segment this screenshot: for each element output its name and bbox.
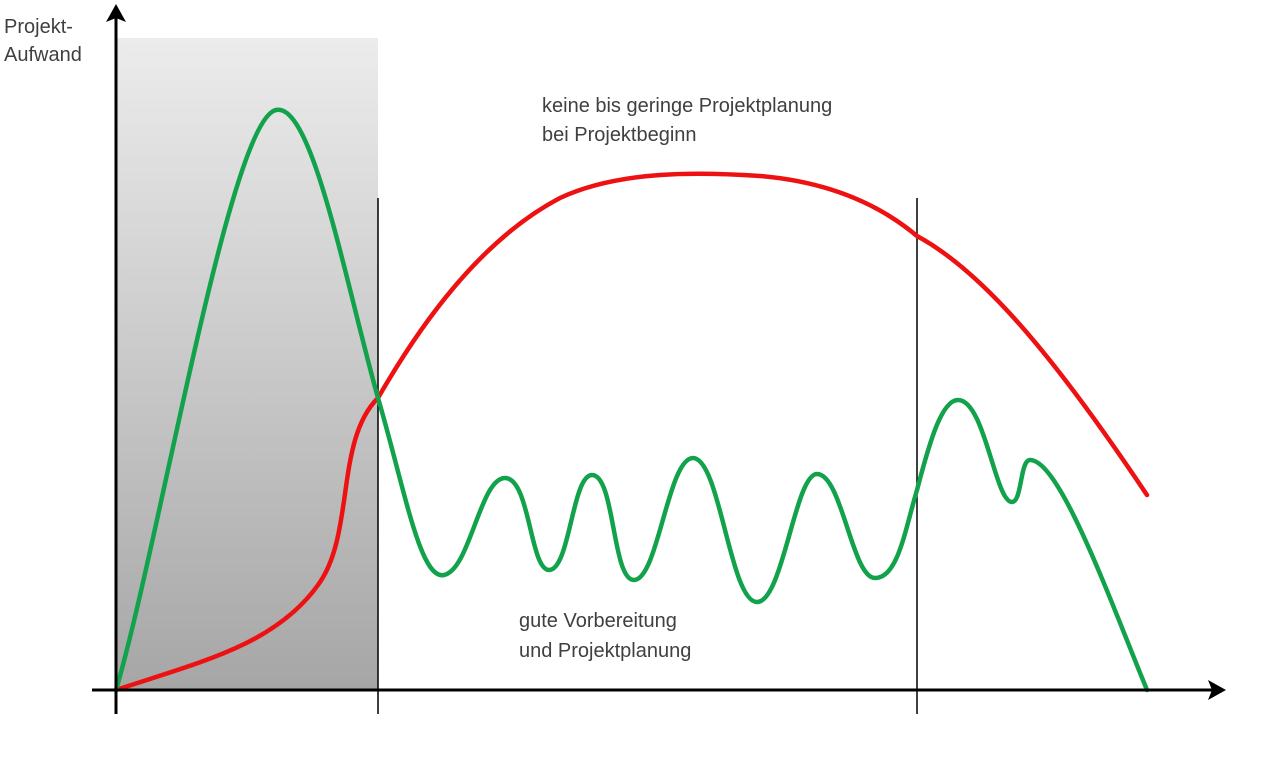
green-curve-good-planning bbox=[113, 107, 1150, 693]
y-axis-label-line1: Projekt- bbox=[4, 16, 73, 38]
green-curve-annotation-line2: und Projektplanung bbox=[519, 640, 691, 662]
x-axis-arrowhead bbox=[1208, 680, 1226, 700]
red-curve-annotation-line2: bei Projektbeginn bbox=[542, 124, 697, 146]
red-curve-low-planning bbox=[113, 171, 1150, 693]
y-axis-arrowhead bbox=[106, 4, 126, 22]
y-axis-label-line2: Aufwand bbox=[4, 44, 82, 66]
red-curve-annotation-line1: keine bis geringe Projektplanung bbox=[542, 95, 832, 117]
early-phase-shading bbox=[116, 38, 378, 690]
green-curve-annotation-line1: gute Vorbereitung bbox=[519, 610, 677, 632]
